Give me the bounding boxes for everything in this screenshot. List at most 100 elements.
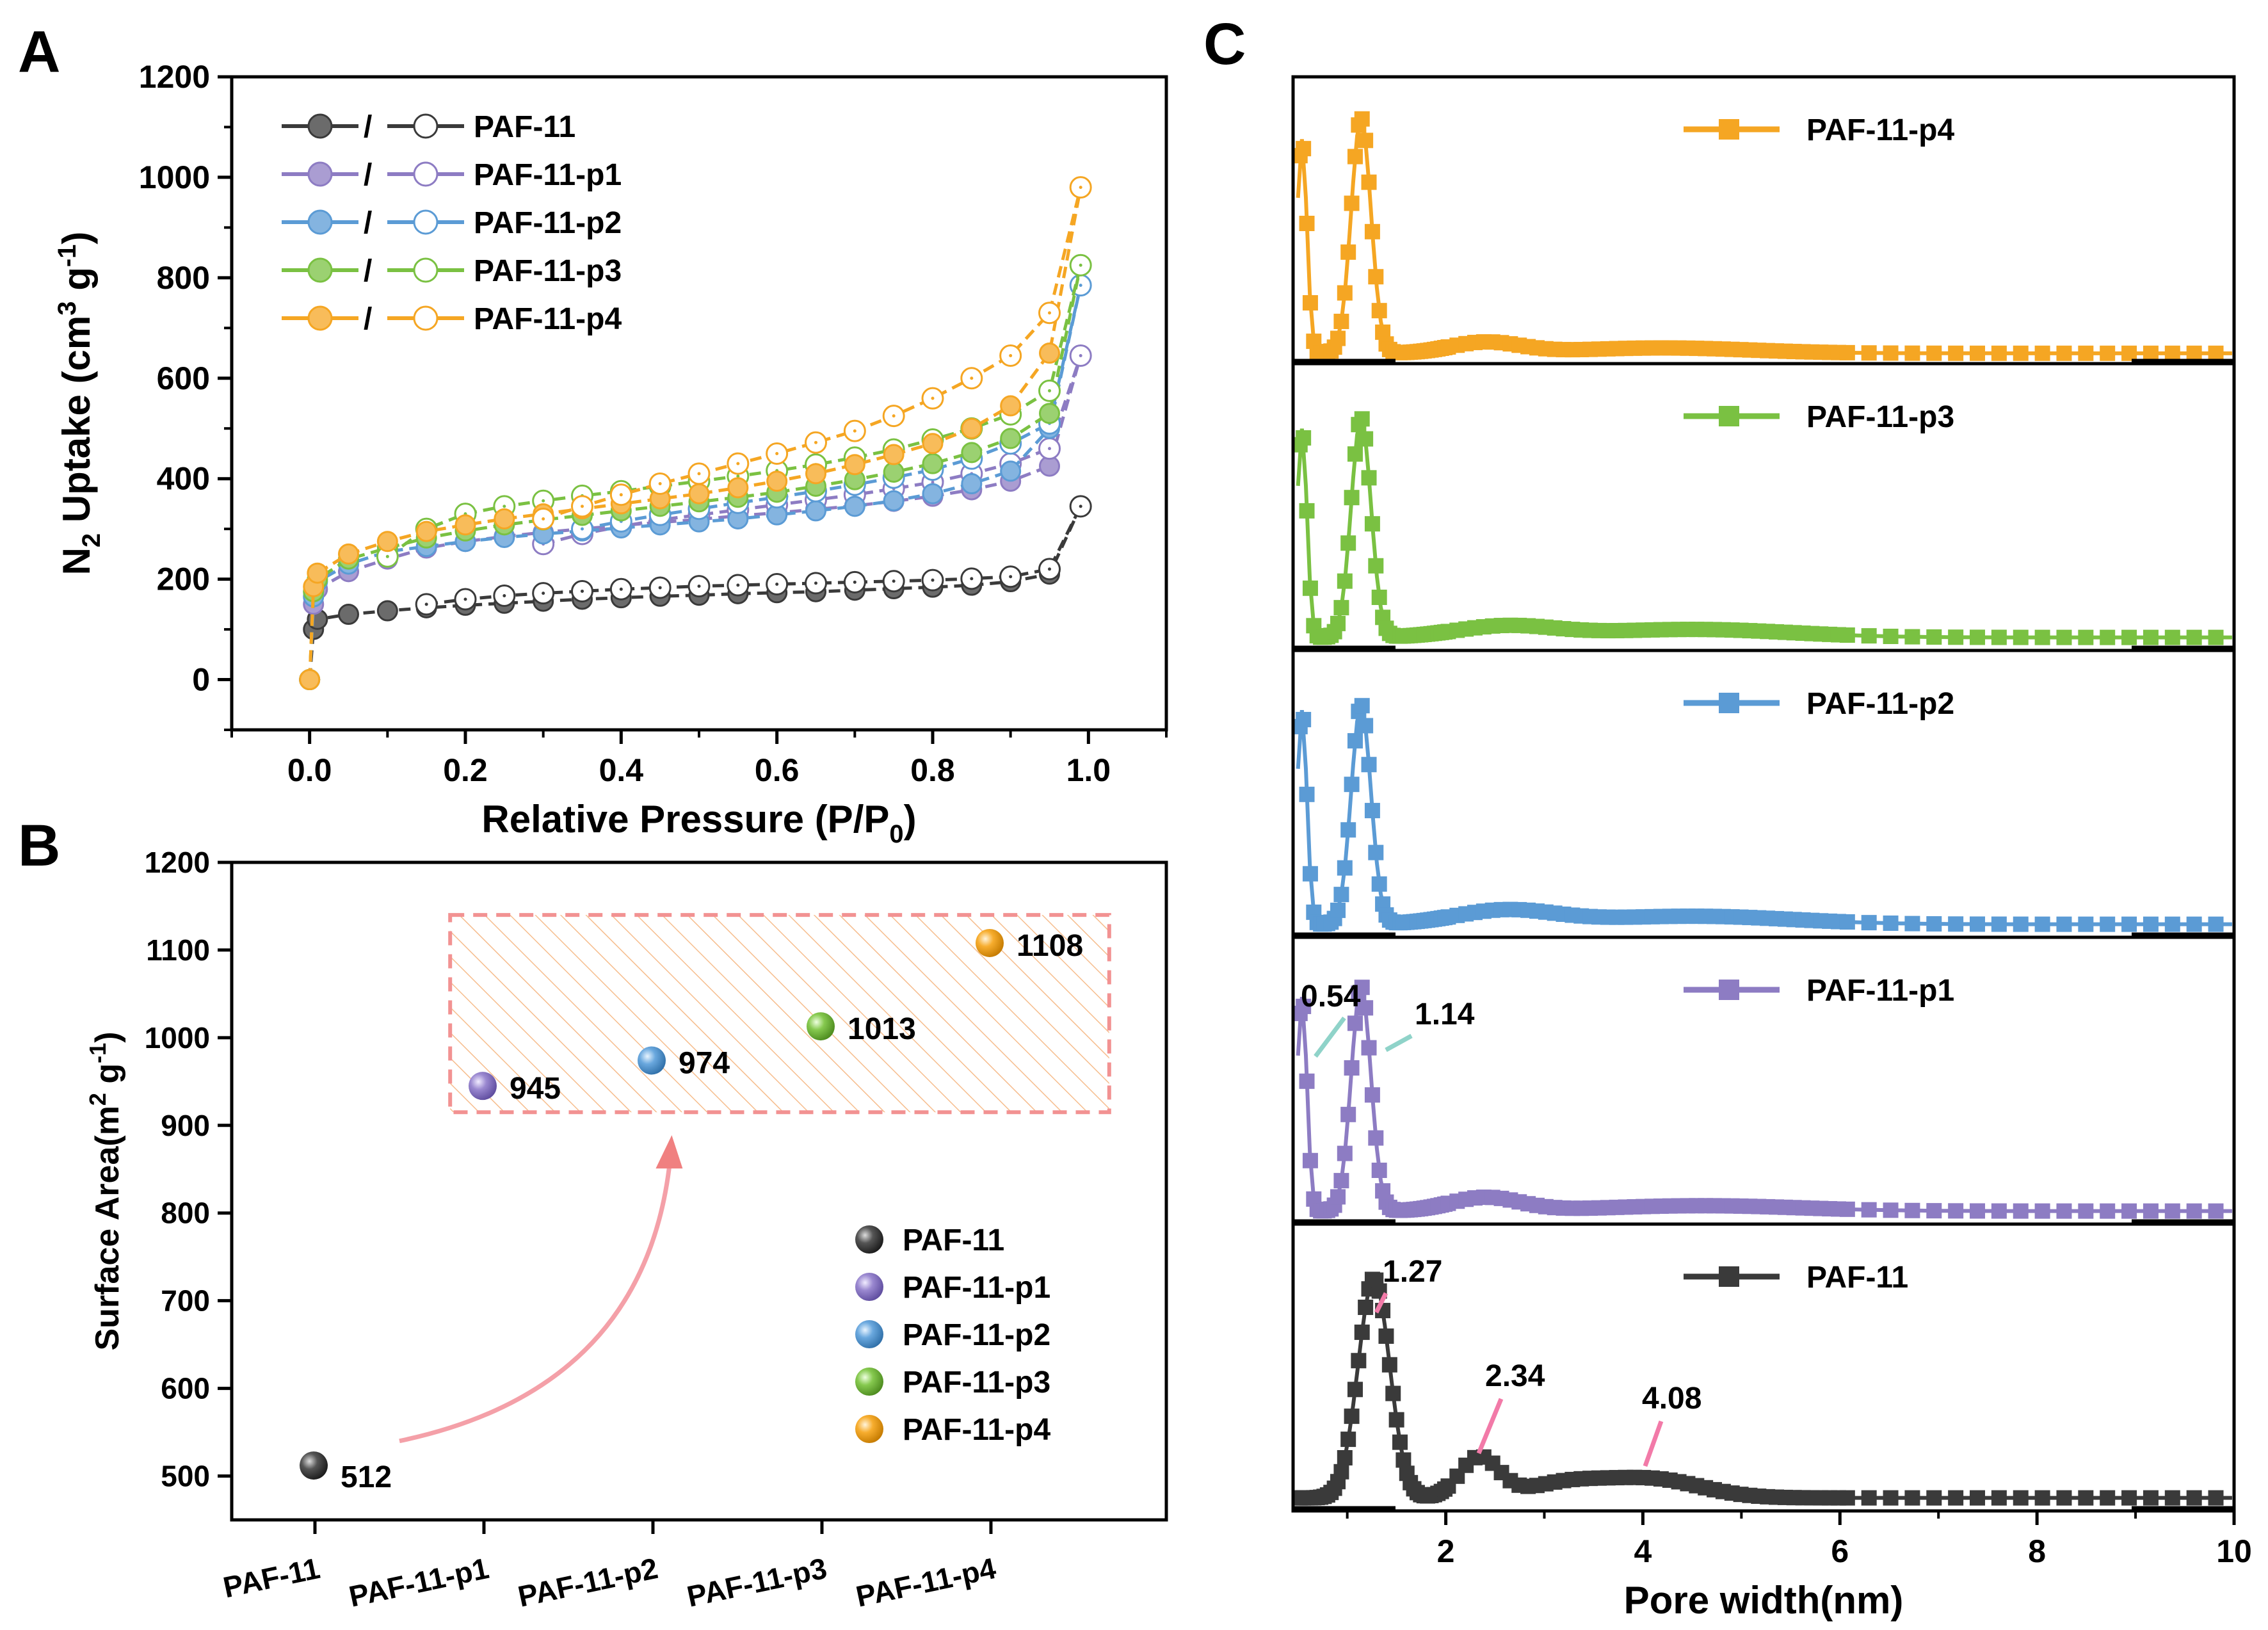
panel-c-distribution-marker <box>2164 1203 2180 1219</box>
panel-c-annotation-line <box>1314 1016 1346 1058</box>
panel-c-distribution-marker <box>1296 141 1312 157</box>
panel-a-desorption-point-dot <box>463 597 467 601</box>
panel-a-desorption-point-dot <box>619 493 623 497</box>
panel-a-desorption-line <box>426 505 1082 606</box>
panel-c-distribution-marker <box>1299 1073 1315 1089</box>
panel-b-points-group: 512 945 974 1013 1108 <box>300 928 1083 1494</box>
panel-c-legend-marker <box>1719 406 1739 426</box>
panel-c-distribution-marker <box>1358 133 1374 149</box>
panel-c-distribution-marker <box>1368 1130 1384 1146</box>
panel-c-distribution-marker <box>2013 1203 2029 1219</box>
panel-c-distribution-marker <box>1392 1434 1408 1450</box>
panel-c-legend-marker <box>1719 1266 1739 1287</box>
panel-c-distribution-marker <box>2143 629 2159 645</box>
panel-c-distribution-marker <box>2143 916 2159 932</box>
panel-a-desorption-point-dot <box>619 587 623 591</box>
panel-c-distribution-marker <box>2121 1490 2137 1506</box>
panel-c-distribution-marker <box>1347 149 1363 165</box>
panel-a-legend-label: PAF-11-p3 <box>474 254 622 288</box>
panel-a-adsorption-point <box>922 453 944 474</box>
panel-a-y-tick-label: 200 <box>157 561 210 597</box>
panel-c-distribution-marker <box>2164 345 2180 361</box>
panel-a-legend-entry: / PAF-11-p1 <box>282 158 622 192</box>
panel-a-desorption-point-dot <box>931 396 935 400</box>
panel-c-distribution-marker <box>1344 1060 1360 1076</box>
panel-c-series-paf-11-p2 <box>1292 698 2232 932</box>
panel-b-x-tick-label: PAF-11-p4 <box>853 1551 999 1613</box>
panel-c-x-tick-label: 4 <box>1634 1533 1652 1569</box>
panel-a-desorption-point-dot <box>892 579 896 583</box>
panel-c-distribution-marker <box>1948 916 1964 932</box>
panel-a-desorption-point-dot <box>775 451 779 455</box>
panel-c-subplot-frame <box>1291 75 2236 366</box>
panel-c-distribution-marker <box>1371 589 1387 605</box>
panel-b-legend-marker <box>855 1225 883 1254</box>
panel-b-legend-label: PAF-11-p4 <box>903 1413 1050 1447</box>
panel-c-distribution-marker <box>1991 916 2007 932</box>
panel-a-desorption-point-dot <box>581 527 584 531</box>
panel-b-legend-entry: PAF-11-p2 <box>855 1318 1050 1352</box>
panel-a-desorption-point-dot <box>1079 353 1082 357</box>
panel-a-legend-marker-des <box>413 161 438 187</box>
panel-a-adsorption-point <box>805 463 826 485</box>
panel-a-desorption-point-dot <box>1009 575 1013 579</box>
panel-a-adsorption-point <box>376 531 398 553</box>
panel-a-series-paf-11-p4 <box>299 176 1092 691</box>
panel-c-legend-entry: PAF-11-p4 <box>1684 113 1954 147</box>
panel-a-x-tick-label: 1.0 <box>1066 752 1111 788</box>
panel-b-point-paf-11-p1: 945 <box>469 1072 561 1106</box>
panel-c-distribution-marker <box>1861 628 1877 644</box>
panel-a-desorption-point-dot <box>1048 389 1051 392</box>
panel-c-distribution-marker <box>2121 916 2137 932</box>
panel-a-desorption-point-dot <box>736 474 740 478</box>
panel-c-distribution-marker <box>1926 629 1942 645</box>
panel-a-y-tick-label: 800 <box>157 260 210 296</box>
panel-a-adsorption-point <box>961 417 983 439</box>
panel-a-y-tick-label: 1200 <box>139 59 210 95</box>
panel-c-distribution-marker <box>1302 295 1318 311</box>
panel-c-annotation-label: 4.08 <box>1642 1382 1701 1416</box>
panel-c-distribution-marker <box>1371 1162 1387 1178</box>
panel-a-legend-label: PAF-11-p1 <box>474 158 622 192</box>
panel-a-y-tick-label: 400 <box>157 461 210 497</box>
panel-a-legend-marker-des <box>413 305 438 331</box>
panel-c-distribution-marker <box>2056 629 2072 645</box>
panel-b-legend-entry: PAF-11-p4 <box>855 1413 1050 1447</box>
panel-b-y-tick-label: 1000 <box>145 1021 210 1054</box>
panel-b-highlight-region <box>399 913 1111 1444</box>
panel-a-desorption-point-dot <box>775 582 779 586</box>
panel-c-distribution-line <box>1296 704 2232 926</box>
panel-b-x-tick-label: PAF-11-p2 <box>515 1551 661 1613</box>
panel-a-adsorption-point <box>494 508 515 529</box>
panel-c-annotation-line <box>1476 1398 1504 1455</box>
panel-c-distribution-marker <box>2034 629 2050 645</box>
panel-c-distribution-marker <box>1926 916 1942 932</box>
panel-c-legend-entry: PAF-11-p2 <box>1684 687 1954 721</box>
panel-c-annotations: 0.54 1.14 1.27 2.34 4.08 <box>1301 980 1701 1467</box>
panel-a-desorption-point-dot <box>424 602 428 606</box>
panel-c-distribution-marker <box>2056 1490 2072 1506</box>
panel-c-distribution-marker <box>2143 1203 2159 1219</box>
panel-c-distribution-marker <box>1340 535 1356 551</box>
panel-c-distribution-marker <box>1395 1452 1411 1468</box>
panel-c-annotation-label: 0.54 <box>1301 980 1361 1013</box>
panel-a-legend: / PAF-11 / PAF-11-p1 / PAF-11-p2 / PAF-11-p3 / PA… <box>282 110 622 336</box>
panel-c-distribution-marker <box>1347 1015 1363 1031</box>
panel-a-legend-separator: / <box>364 254 372 288</box>
panel-c-distribution-marker <box>2100 1490 2116 1506</box>
panel-c-distribution-marker <box>2186 1490 2202 1506</box>
panel-a-desorption-point-dot <box>1079 504 1082 508</box>
panel-c-distribution-marker <box>1347 446 1363 462</box>
panel-c-distribution-marker <box>1861 1202 1877 1218</box>
panel-a-desorption-point-dot <box>970 577 974 581</box>
panel-c-annotation-line <box>1374 1292 1388 1314</box>
panel-c-subplot-frame <box>1291 1222 2236 1513</box>
panel-b-y-tick-label: 1200 <box>145 846 210 879</box>
panel-a-adsorption-point <box>883 444 905 465</box>
panel-a-isotherm-chart: 0.0 0.2 0.4 0.6 0.8 1.0020040060080010001200 … <box>53 59 1168 848</box>
panel-c-x-tick-label: 8 <box>2028 1533 2046 1569</box>
panel-a-adsorption-point <box>338 543 359 565</box>
panel-c-peak-annotation: 4.08 <box>1642 1382 1701 1467</box>
panel-a-x-axis-title: Relative Pressure (P/P0) <box>481 798 916 848</box>
panel-c-distribution-marker <box>2056 1203 2072 1219</box>
